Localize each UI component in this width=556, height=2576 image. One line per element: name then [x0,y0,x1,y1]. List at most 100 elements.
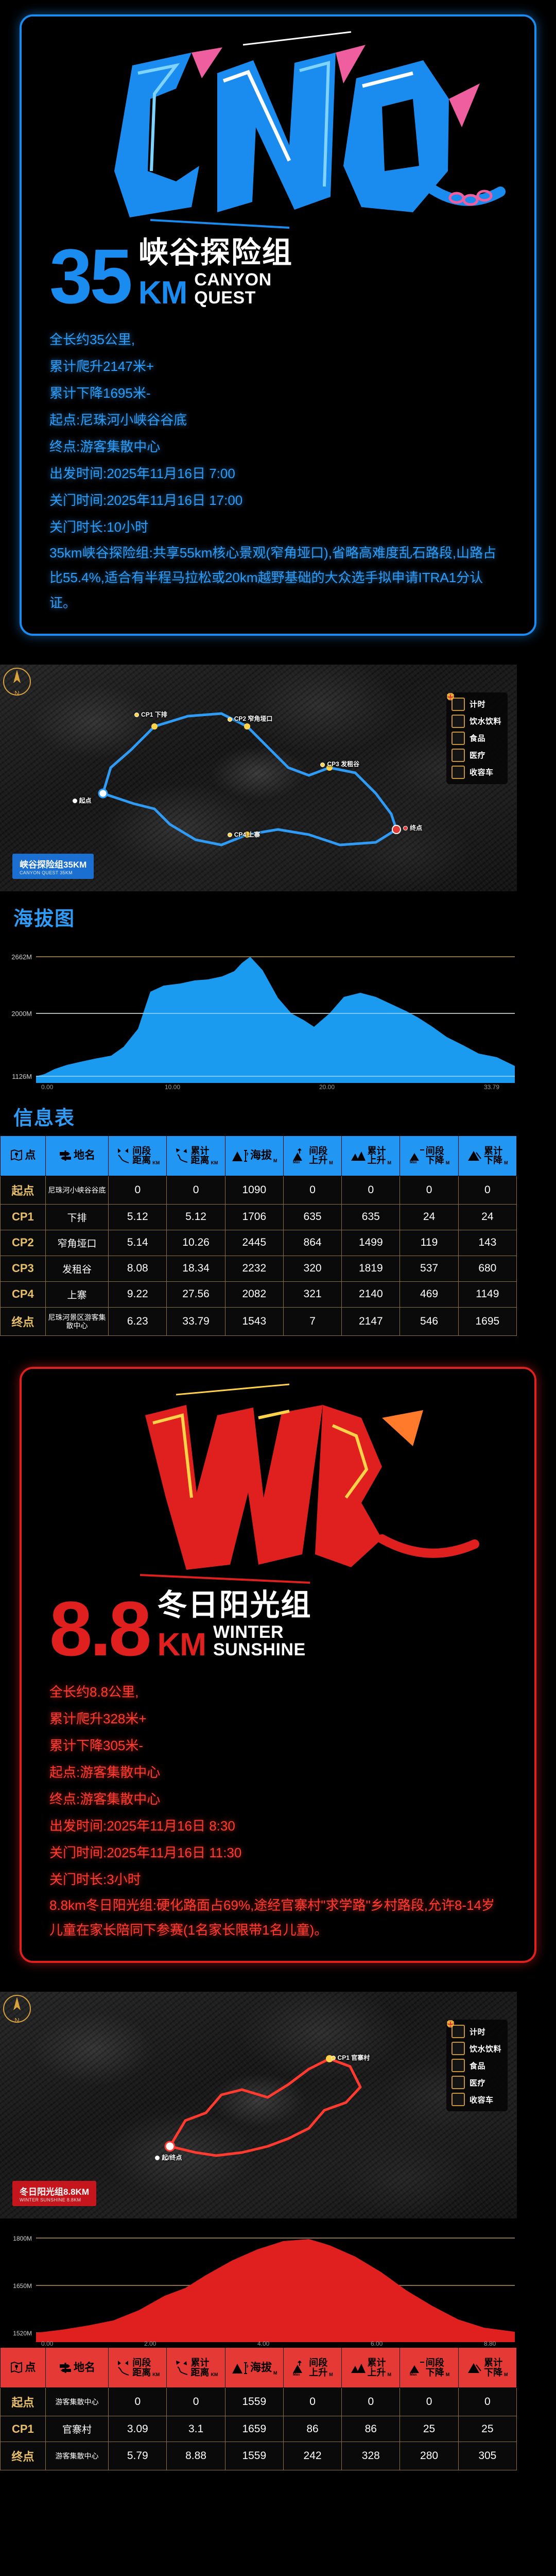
th-cumulative-descent: 累计 下降 M [458,1135,517,1176]
graffiti-artwork-winter [22,1368,534,1590]
ascent-total-icon [351,2363,366,2373]
mountain-height-icon: H [232,1150,249,1162]
cell-elev: 1559 [224,2442,284,2471]
map-route-overlay [98,712,401,846]
cell-seg-dist: 5.79 [108,2442,167,2471]
cell-seg-down: 24 [399,1204,459,1230]
map-marker: 起点 [72,796,92,805]
cell-cum-down: 24 [458,1204,517,1230]
food-icon [447,694,465,745]
cell-seg-dist: 6.23 [108,1307,167,1336]
cell-elev: 1559 [224,2387,284,2417]
cell-seg-down: 546 [399,1307,459,1336]
group-km-unit: KM [138,275,187,311]
group-cn-name: 峡谷探险组 [138,236,293,269]
map-pin-icon [11,1149,23,1161]
map-tag-subtitle: CANYON QUEST 35KM [20,870,73,875]
cell-cum-up: 2147 [341,1307,401,1336]
group-en-name-line2: SUNSHINE [213,1640,306,1660]
legend-label: 饮水饮料 [469,717,501,726]
table-row: 起点 游客集散中心 0 0 1559 0 0 0 0 [0,2387,517,2417]
svg-text:N: N [14,2016,19,2024]
cell-seg-up: 321 [283,1281,342,1308]
ascent-max-icon: Max [293,2360,303,2376]
th-elevation: H 海拔 M [224,1135,284,1176]
map-marker: CP1 官寨村 [331,2053,370,2062]
cell-cum-up: 2140 [341,1281,401,1308]
compass-rose-icon: N [3,1995,31,2024]
x-tick-label: 0.00 [41,1083,54,1091]
cell-cum-dist: 5.12 [166,1204,225,1230]
legend-item: 医疗 [447,693,501,762]
cell-seg-up: 864 [283,1229,342,1256]
route-map-canyon[interactable]: N 计时 饮水饮料 食品 [0,664,517,891]
bus-icon [447,693,465,779]
elevation-heading-canyon: 海拔图 [0,891,556,936]
info-table-winter: 点 地名 间段 距离 KM 累计 距离 KM H 海拔 M Max 间段 上升 M [0,2347,517,2471]
legend-label: 收容车 [469,2095,494,2105]
group-title-winter: 8.8 冬日阳光组 KM WINTER SUNSHINE [22,1588,534,1667]
group-description-canyon: 全长约35公里, 累计爬升2147米+ 累计下降1695米- 起点:尼珠河小峡谷… [22,313,534,620]
elevation-chart-winter: 1800M 1650M 1520M 0.00 2.00 4.00 6.00 8.… [0,2218,517,2348]
cell-elev: 2232 [224,1255,284,1282]
cell-seg-up: 242 [283,2442,342,2471]
drink-cup-icon [448,692,465,728]
group-en-name-line1: WINTER [213,1622,284,1642]
compass-rose-icon: N [3,667,31,697]
cell-seg-dist: 5.12 [108,1204,167,1230]
elevation-chart-canyon: 2662M 2000M 1126M 0.00 10.00 20.00 33.79 [0,936,517,1091]
desc-line: 起点:游客集散中心 [49,1765,161,1781]
bus-icon [447,2021,465,2107]
info-table-canyon: 点 地名 间段 距离 KM 累计 距离 KM H 海拔 M Max 间段 上升 M [0,1135,517,1336]
legend-label: 医疗 [469,751,485,760]
table-header-row: 点 地名 间段 距离 KM 累计 距离 KM H 海拔 M Max 间段 上升 M [0,2347,517,2388]
cell-cum-down: 0 [458,1175,517,1205]
map-marker: CP3 发租谷 [320,759,359,768]
th-cumulative-ascent: 累计 上升 M [341,2347,401,2388]
legend-label: 食品 [469,2061,485,2071]
x-tick-label: 33.79 [484,1083,499,1091]
cell-name: 上寨 [45,1281,109,1308]
x-tick-label: 0.00 [41,2340,54,2347]
legend-item: 食品 [447,694,501,745]
x-tick-label: 6.00 [371,2340,383,2347]
legend-item: 计时 [447,2020,501,2039]
route-map-winter[interactable]: N 计时 饮水饮料 食品 [0,1992,517,2219]
map-marker: CP1 下排 [134,710,167,719]
table-row: CP2 窄角垭口 5.14 10.26 2445 864 1499 119 14… [0,1229,517,1256]
group-km-unit: KM [157,1627,206,1663]
th-point: 点 [0,2347,46,2388]
th-segment-distance: 间段 距离 KM [108,2347,167,2388]
table-row: CP1 官寨村 3.09 3.1 1659 86 86 25 25 [0,2416,517,2443]
legend-item: 收容车 [447,2021,501,2107]
cell-seg-down: 119 [399,1229,459,1256]
legend-label: 饮水饮料 [469,2044,501,2054]
x-tick-label: 2.00 [144,2340,157,2347]
map-route-tag-canyon: 峡谷探险组35KM CANYON QUEST 35KM [12,853,94,879]
cell-point: CP4 [0,1281,46,1308]
cell-cum-down: 680 [458,1255,517,1282]
group-description-winter: 全长约8.8公里, 累计爬升328米+ 累计下降305米- 起点:游客集散中心 … [22,1665,534,1947]
cell-seg-down: 0 [399,1175,459,1205]
cell-point: 起点 [0,2387,46,2417]
cell-cum-dist: 0 [166,1175,225,1205]
cell-cum-up: 0 [341,1175,401,1205]
svg-text:Max: Max [293,1161,300,1164]
th-place-name: 地名 [45,1135,109,1176]
desc-line: 出发时间:2025年11月16日 8:30 [49,1818,235,1834]
ascent-max-icon: Max [293,1148,303,1164]
signpost-icon [59,2362,71,2373]
cell-cum-up: 86 [341,2416,401,2443]
cell-point: 起点 [0,1175,46,1205]
cell-elev: 1543 [224,1307,284,1336]
legend-label: 食品 [469,734,485,743]
th-place-name: 地名 [45,2347,109,2388]
cell-cum-down: 305 [458,2442,517,2471]
th-cumulative-descent: 累计 下降 M [458,2347,517,2388]
group-cn-name: 冬日阳光组 [157,1588,312,1622]
group-km-number: 35 [49,233,133,320]
map-tag-title: 冬日阳光组8.8KM [20,2187,90,2197]
cell-seg-down: 537 [399,1255,459,1282]
desc-line: 终点:游客集散中心 [49,439,161,455]
x-tick-label: 10.00 [165,1083,180,1091]
